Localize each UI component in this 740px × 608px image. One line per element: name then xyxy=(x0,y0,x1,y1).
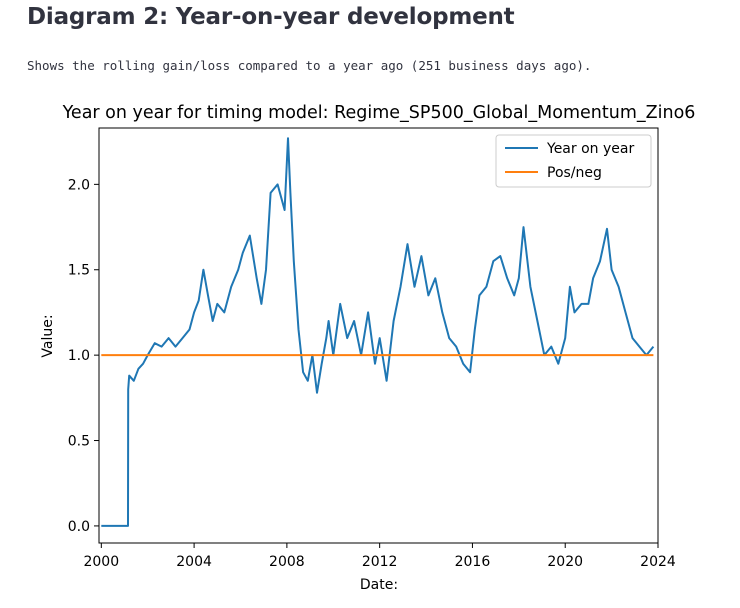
x-axis: 2000 2004 2008 2012 2016 2020 2024 xyxy=(83,543,676,570)
chart-title: Year on year for timing model: Regime_SP… xyxy=(62,103,696,123)
legend: Year on year Pos/neg xyxy=(495,134,652,188)
x-tick-label: 2008 xyxy=(269,554,305,570)
y-axis: 0.0 0.5 1.0 1.5 2.0 xyxy=(68,177,99,535)
y-tick-label: 1.0 xyxy=(68,348,90,364)
x-tick-label: 2020 xyxy=(547,554,583,570)
x-tick-label: 2000 xyxy=(83,554,119,570)
y-tick-label: 0.5 xyxy=(68,434,90,450)
legend-label-year-on-year: Year on year xyxy=(546,141,634,157)
series-lines xyxy=(101,137,655,527)
x-axis-label: Date: xyxy=(360,577,398,593)
page-description: Shows the rolling gain/loss compared to … xyxy=(27,58,592,73)
series-line-year-on-year xyxy=(101,137,655,527)
x-tick-label: 2016 xyxy=(455,554,491,570)
x-tick-label: 2012 xyxy=(362,554,398,570)
x-tick-label: 2024 xyxy=(640,554,676,570)
y-tick-label: 0.0 xyxy=(68,519,90,535)
x-tick-label: 2004 xyxy=(176,554,212,570)
y-tick-label: 1.5 xyxy=(68,263,90,279)
legend-label-pos-neg: Pos/neg xyxy=(547,165,602,181)
y-tick-label: 2.0 xyxy=(68,177,90,193)
plot-frame xyxy=(98,127,659,544)
page-heading: Diagram 2: Year-on-year development xyxy=(27,4,515,30)
y-axis-label: Value: xyxy=(40,314,56,357)
